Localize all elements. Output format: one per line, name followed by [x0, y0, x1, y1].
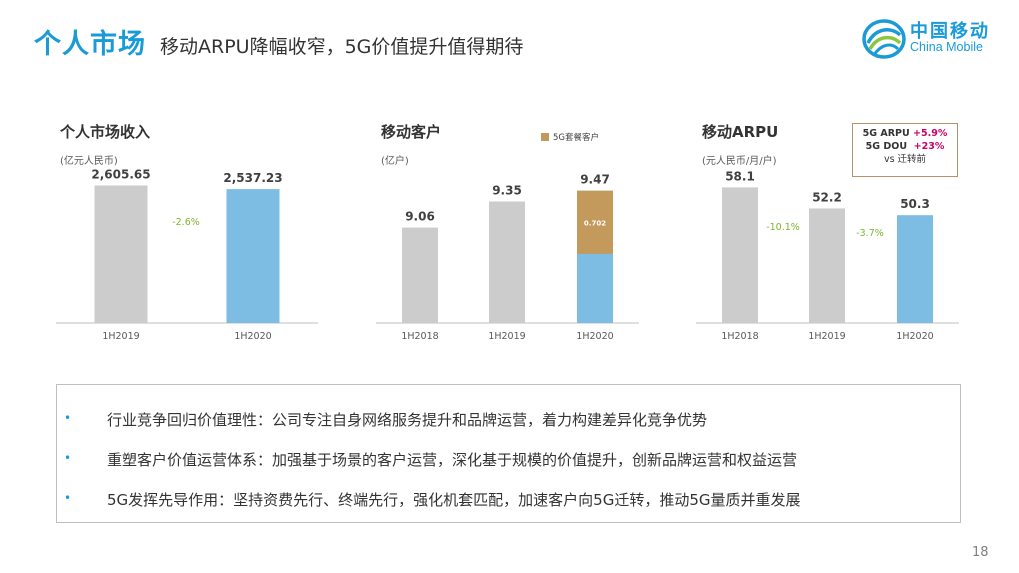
chart2-value-label: 9.47 — [580, 173, 610, 187]
chart3-change-label: -3.7% — [856, 228, 884, 239]
chart3-value-label: 50.3 — [900, 197, 930, 211]
page-subtitle: 移动ARPU降幅收窄，5G价值提升值得期待 — [160, 36, 524, 58]
note-comparison: vs 迁转前 — [883, 154, 927, 165]
chart3-category-label: 1H2018 — [721, 331, 758, 342]
page-title: 个人市场 — [34, 29, 146, 60]
key-points-box: • 行业竞争回归价值理性：公司专注自身网络服务提升和品牌运营，着力构建差异化竞争优… — [56, 384, 961, 523]
bullet-item: • 重塑客户价值运营体系：加强基于场景的客户运营，深化基于规模的价值提升，创新品牌… — [64, 449, 798, 470]
chart1-title: 个人市场收入 — [60, 123, 151, 141]
chart1-bar — [226, 189, 280, 323]
bullet-marker: • — [64, 411, 72, 425]
chart3-category-label: 1H2020 — [896, 331, 933, 342]
note-dou-label: 5G DOU — [865, 141, 914, 152]
chart2-category-label: 1H2020 — [576, 331, 613, 342]
bullet-marker: • — [64, 451, 72, 465]
chart1-category-label: 1H2019 — [102, 331, 139, 342]
bullet-item: • 行业竞争回归价值理性：公司专注自身网络服务提升和品牌运营，着力构建差异化竞争优… — [64, 409, 708, 430]
note-arpu-value: +5.9% — [913, 128, 948, 139]
page-number: 18 — [972, 545, 989, 560]
note-line-dou: 5G DOU +23% — [853, 140, 957, 153]
chart3-value-label: 58.1 — [725, 169, 755, 183]
logo-english-name: China Mobile — [910, 40, 983, 54]
note-arpu-label: 5G ARPU — [862, 128, 914, 139]
chart1-value-label: 2,537.23 — [223, 171, 282, 185]
chart3-unit: (元人民币/月/户) — [702, 156, 777, 167]
bullet-text: 行业竞争回归价值理性：公司专注自身网络服务提升和品牌运营，着力构建差异化竞争优势 — [107, 411, 708, 429]
chart1-value-label: 2,605.65 — [91, 168, 150, 182]
china-mobile-logo: 中国移动 China Mobile — [862, 17, 1002, 61]
note-dou-value: +23% — [913, 141, 945, 152]
bullet-item: • 5G发挥先导作用：坚持资费先行、终端先行，强化机套匹配，加速客户向5G迁转，推… — [64, 489, 801, 510]
bullet-text: 5G发挥先导作用：坚持资费先行、终端先行，强化机套匹配，加速客户向5G迁转，推动… — [107, 491, 801, 509]
chart2-title: 移动客户 — [381, 123, 442, 141]
china-mobile-logo-icon — [862, 19, 906, 59]
chart3-value-label: 52.2 — [812, 190, 842, 204]
chart2-category-label: 1H2018 — [401, 331, 438, 342]
legend-5g-label: 5G套餐客户 — [553, 133, 599, 143]
bullet-marker: • — [64, 491, 72, 505]
chart2-bar — [489, 201, 525, 323]
chart2-value-label: 9.06 — [405, 210, 435, 224]
chart2-unit: (亿户) — [381, 156, 409, 167]
chart2-5g-label: 0.702 — [584, 219, 606, 227]
chart1-unit: (亿元人民币) — [60, 156, 118, 167]
chart2-bar — [402, 227, 438, 323]
chart3-bar — [897, 215, 933, 323]
bullet-text: 重塑客户价值运营体系：加强基于场景的客户运营，深化基于规模的价值提升，创新品牌运… — [107, 451, 798, 469]
chart1-change-label: -2.6% — [172, 217, 200, 228]
5g-note-box: 5G ARPU +5.9% 5G DOU +23% vs 迁转前 — [852, 123, 958, 177]
note-line-arpu: 5G ARPU +5.9% — [853, 127, 957, 140]
chart2-legend: 5G套餐客户 — [541, 131, 599, 143]
chart3-bar — [809, 208, 845, 323]
chart3-bar — [722, 187, 758, 323]
chart1-category-label: 1H2020 — [234, 331, 271, 342]
chart1-bar — [94, 185, 148, 323]
logo-chinese-name: 中国移动 — [910, 21, 990, 42]
chart3-change-label: -10.1% — [766, 222, 800, 233]
chart3-title: 移动ARPU — [702, 123, 779, 141]
legend-5g-swatch — [541, 133, 549, 141]
chart3-category-label: 1H2019 — [808, 331, 845, 342]
chart2-value-label: 9.35 — [492, 184, 522, 198]
chart2-category-label: 1H2019 — [488, 331, 525, 342]
chart2-5g-segment — [577, 190, 613, 254]
